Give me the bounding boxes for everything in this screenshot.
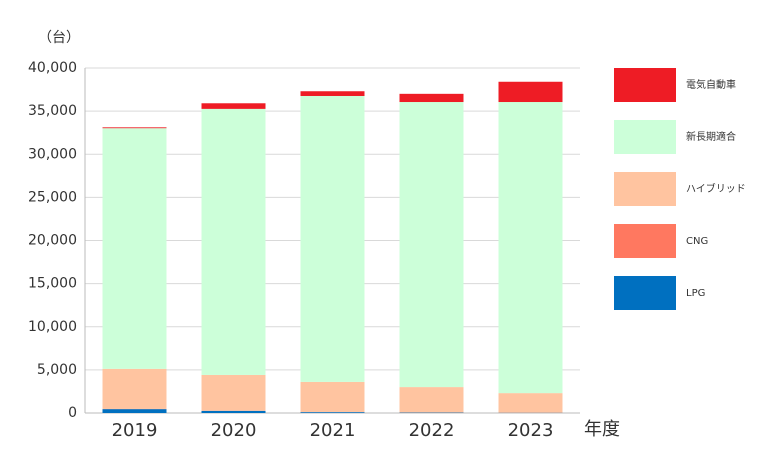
bar-segment (399, 102, 464, 388)
y-tick-label: 40,000 (28, 60, 77, 76)
bar-segment (498, 393, 563, 413)
y-tick-label: 35,000 (28, 103, 77, 119)
y-unit: （台） (38, 30, 80, 46)
legend-swatch (614, 120, 676, 154)
y-tick-label: 20,000 (28, 233, 77, 249)
bar-segment (201, 374, 266, 411)
y-tick-label: 30,000 (28, 146, 77, 162)
bar-segment (399, 93, 464, 103)
legend-label: LPG (686, 288, 705, 299)
y-tick-label: 0 (68, 405, 77, 421)
bar-segment (102, 127, 167, 129)
legend-label: CNG (686, 236, 708, 247)
bar-segment (102, 368, 167, 409)
bar-segment (300, 91, 365, 96)
bar-segment (201, 108, 266, 375)
bar-segment (300, 381, 365, 413)
legend-label: 電気自動車 (686, 78, 736, 91)
x-tick-label: 2020 (211, 420, 257, 441)
y-tick-label: 10,000 (28, 319, 77, 335)
bar-segment (201, 103, 266, 109)
legend-label: ハイブリッド (686, 182, 746, 195)
x-label: 年度 (584, 419, 620, 440)
bar-segment (300, 95, 365, 382)
x-tick-label: 2022 (409, 420, 455, 441)
x-tick-label: 2019 (112, 420, 158, 441)
y-tick-label: 15,000 (28, 276, 77, 292)
y-tick-label: 25,000 (28, 189, 77, 205)
bar-segment (498, 102, 563, 394)
x-tick-label: 2021 (310, 420, 356, 441)
bar-segment (102, 409, 167, 413)
legend-swatch (614, 172, 676, 206)
bar-segment (102, 128, 167, 369)
bar-segment (201, 410, 266, 413)
legend-swatch (614, 68, 676, 102)
bar-segment (498, 81, 563, 103)
legend-swatch (614, 276, 676, 310)
x-tick-label: 2023 (508, 420, 554, 441)
bar-segment (300, 412, 365, 413)
legend-swatch (614, 224, 676, 258)
legend-label: 新長期適合 (686, 130, 736, 143)
bar-segment (399, 387, 464, 413)
y-tick-label: 5,000 (37, 362, 77, 378)
